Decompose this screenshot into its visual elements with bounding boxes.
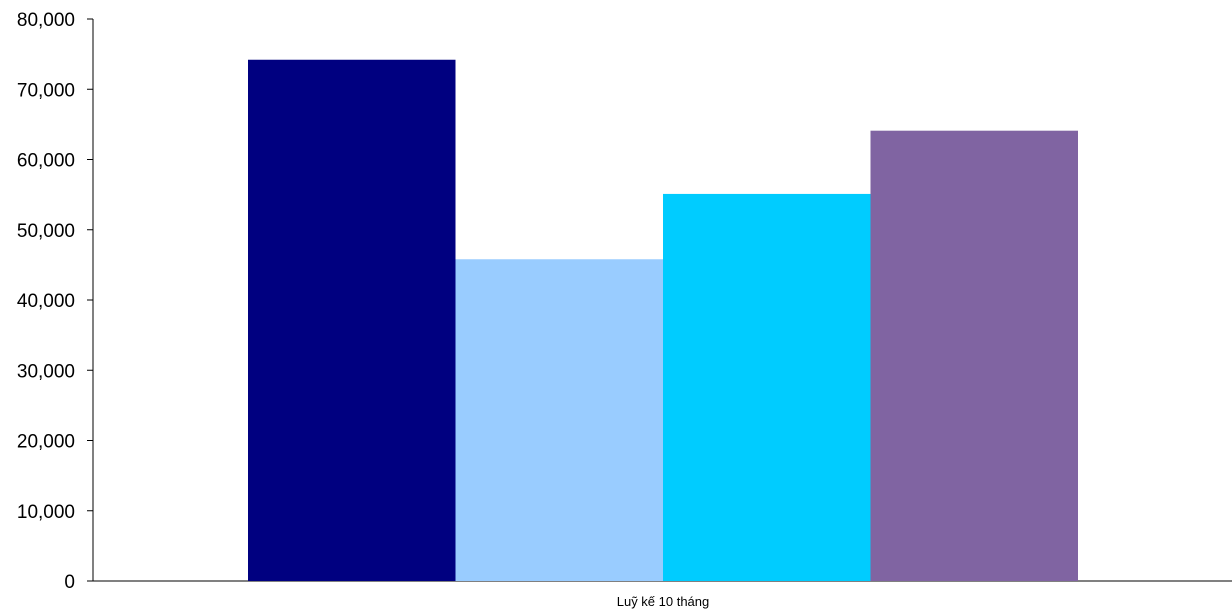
y-tick-label: 10,000 <box>17 502 75 523</box>
bar-series-3 <box>663 193 871 582</box>
y-tick-label: 70,000 <box>17 80 75 101</box>
y-tick-label: 40,000 <box>17 291 75 312</box>
bars-group <box>248 59 1078 582</box>
y-tick-label: 30,000 <box>17 361 75 382</box>
bar-series-2 <box>455 259 663 581</box>
y-tick-label: 60,000 <box>17 151 75 172</box>
y-axis: 0 10,000 20,000 30,000 40,000 50,000 60,000 70,… <box>17 10 94 593</box>
y-tick-label: 50,000 <box>17 221 75 242</box>
category-label: Luỹ kế 10 tháng <box>617 594 710 609</box>
y-tick-label: 20,000 <box>17 432 75 453</box>
y-tick-label: 80,000 <box>17 10 75 31</box>
bar-series-1 <box>248 59 456 582</box>
category-labels: Luỹ kế 10 tháng <box>617 594 710 609</box>
y-tick-label: 0 <box>64 572 75 593</box>
bar-series-4 <box>870 130 1078 581</box>
